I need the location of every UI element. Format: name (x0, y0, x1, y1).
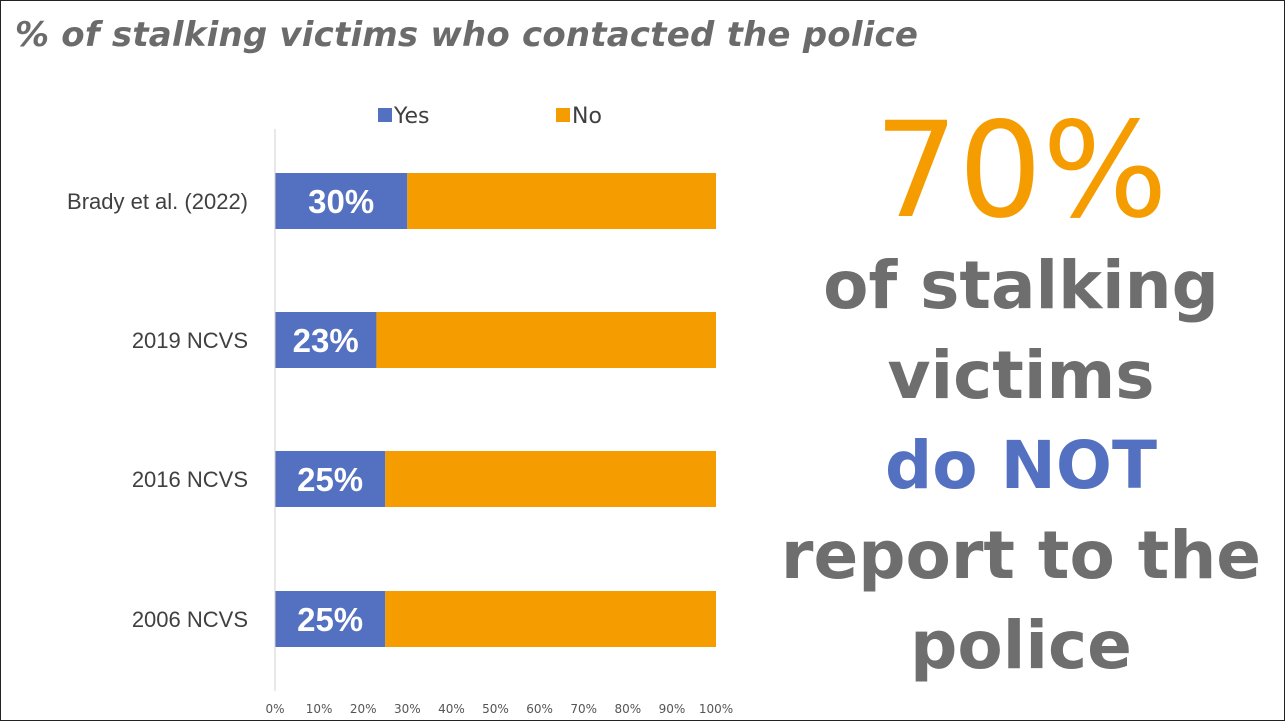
callout-line-1: of stalking (823, 247, 1219, 324)
category-label-0: Brady et al. (2022) (67, 189, 248, 214)
bar-no-1 (376, 312, 716, 368)
x-tick-5: 50% (482, 702, 509, 716)
legend-swatch-1 (556, 108, 570, 122)
x-tick-7: 70% (570, 702, 597, 716)
chart-title: % of stalking victims who contacted the … (15, 15, 919, 55)
x-tick-3: 30% (394, 702, 421, 716)
data-label-0: 30% (308, 183, 374, 220)
callout-line-3: do NOT (885, 427, 1157, 504)
category-labels: Brady et al. (2022) 2019 NCVS 2016 NCVS 200… (67, 189, 248, 632)
bar-no-2 (385, 451, 716, 507)
bar-yes-1 (275, 312, 377, 368)
x-tick-labels: 0% 10% 20% 30% 40% 50% 60% 70% 80% 90% 100% (265, 702, 733, 716)
legend-swatch-0 (378, 108, 392, 122)
bar-yes-3 (275, 591, 386, 647)
callout-big-number: 70% (874, 94, 1168, 248)
bar-yes-2 (275, 451, 386, 507)
x-tick-4: 40% (438, 702, 465, 716)
callout: 70% of stalking victims do NOT report to… (771, 101, 1271, 691)
category-label-2: 2016 NCVS (132, 467, 248, 492)
x-tick-1: 10% (306, 702, 333, 716)
category-label-3: 2006 NCVS (132, 607, 248, 632)
x-tick-0: 0% (265, 702, 284, 716)
category-label-1: 2019 NCVS (132, 328, 248, 353)
bar-no-0 (407, 173, 716, 229)
callout-line-4: report to the (780, 517, 1262, 594)
bars: 30% 23% 25% 25% (275, 173, 716, 647)
data-label-1: 23% (293, 322, 359, 359)
stacked-bar-chart: Yes No 30% 23% 25% 25% Brady et al. (2022) 20… (67, 104, 733, 716)
x-tick-8: 80% (614, 702, 641, 716)
x-tick-10: 100% (699, 702, 733, 716)
callout-line-2: victims (887, 337, 1155, 414)
x-tick-6: 60% (526, 702, 553, 716)
legend-label-0: Yes (393, 104, 430, 129)
bar-no-3 (385, 591, 716, 647)
legend-label-1: No (572, 104, 602, 129)
bar-yes-0 (275, 173, 408, 229)
callout-line-5: police (910, 607, 1132, 684)
x-tick-2: 20% (350, 702, 377, 716)
data-label-3: 25% (297, 601, 363, 638)
data-label-2: 25% (297, 461, 363, 498)
x-tick-9: 90% (659, 702, 686, 716)
legend: Yes No (378, 104, 602, 129)
